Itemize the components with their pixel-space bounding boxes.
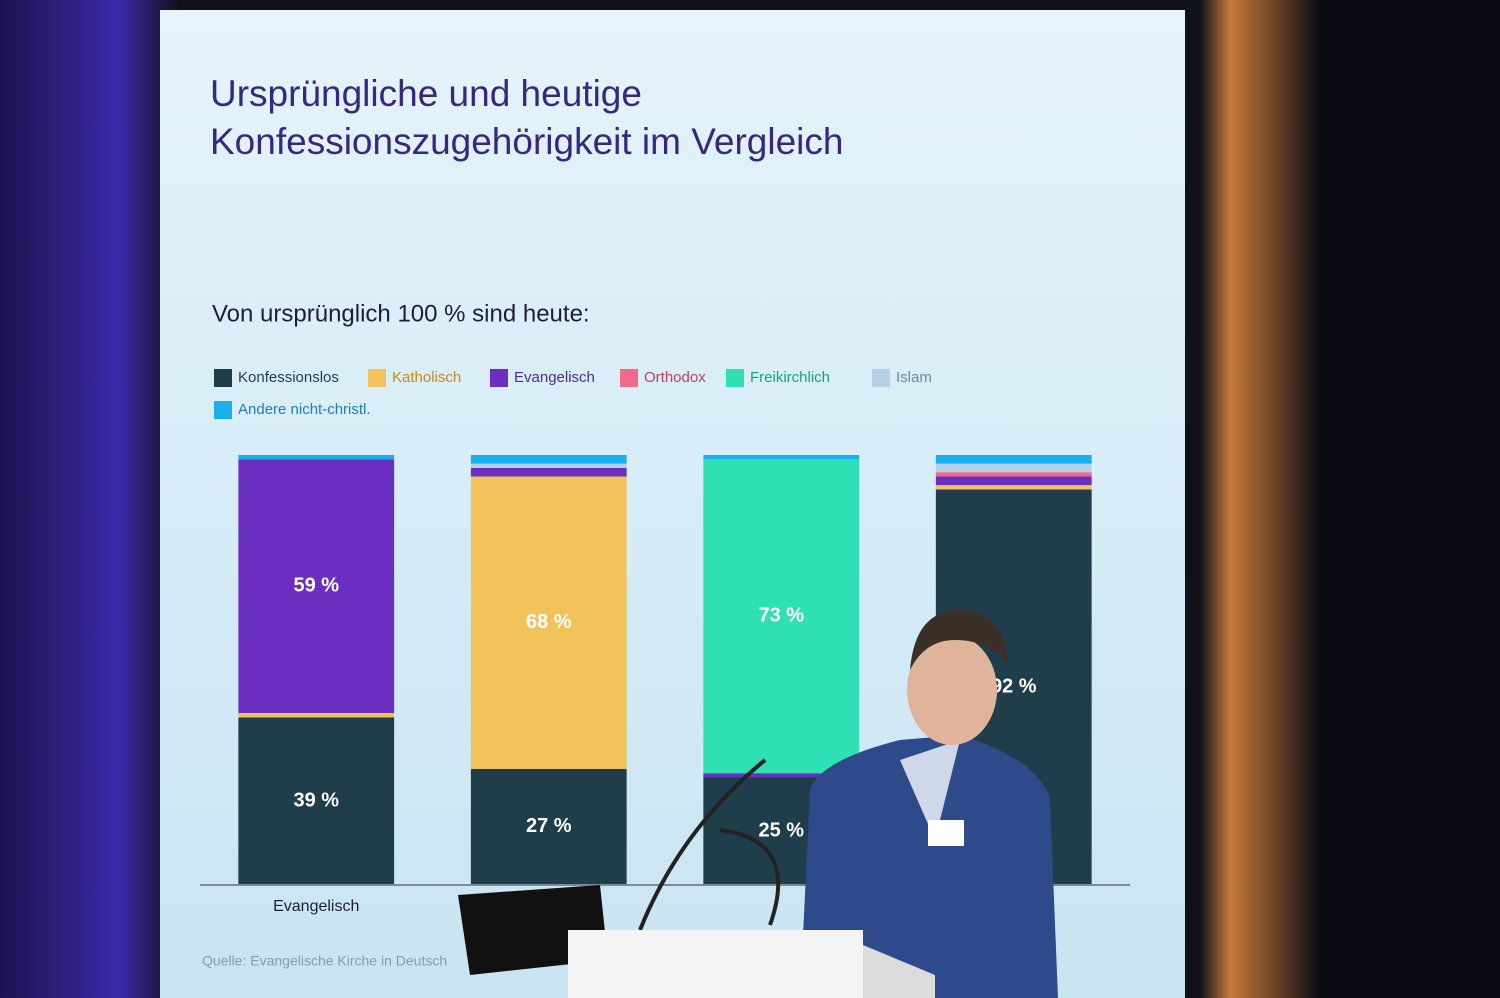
- value-label: 68 %: [526, 611, 572, 633]
- legend-label: Orthodox: [644, 369, 706, 386]
- legend-swatch: [620, 369, 638, 387]
- speaker-face: [907, 635, 997, 745]
- name-badge: [928, 820, 964, 846]
- value-label: 25 %: [758, 820, 804, 842]
- podium: [568, 930, 863, 998]
- chart-subtitle: Von ursprünglich 100 % sind heute:: [212, 300, 590, 327]
- slide-title: Ursprüngliche und heutige Konfessionszug…: [210, 73, 844, 162]
- bar-segment: [238, 455, 395, 460]
- bar-segment: [703, 773, 860, 778]
- bar-segment: [470, 476, 627, 769]
- speaker-hair: [910, 610, 1008, 670]
- legend-swatch: [368, 369, 386, 387]
- legend-swatch: [214, 369, 232, 387]
- bar-segment: [470, 467, 627, 477]
- bar-segment: [935, 463, 1092, 473]
- value-label: 59 %: [293, 574, 339, 596]
- legend-swatch: [872, 369, 890, 387]
- speaker-shirt: [900, 740, 960, 840]
- x-tick-label: Evangelisch: [273, 898, 359, 915]
- legend-label: Konfessionslos: [238, 369, 339, 386]
- bar-segment: [238, 717, 395, 885]
- legend-label: Freikirchlich: [750, 369, 830, 386]
- bar-segment: [935, 455, 1092, 464]
- chart: Von ursprünglich 100 % sind heute: Quell…: [200, 300, 1130, 969]
- microphone: [638, 758, 767, 931]
- bar-segment: [470, 768, 627, 885]
- legend-label: Islam: [896, 369, 932, 386]
- legend-swatch: [490, 369, 508, 387]
- speaker-suit: [800, 735, 1058, 998]
- legend-label: Katholisch: [392, 369, 461, 386]
- podium-side: [863, 945, 935, 998]
- bar-segment: [935, 472, 1092, 477]
- bar-segment: [935, 476, 1092, 486]
- value-label: 92 %: [991, 675, 1037, 697]
- legend-label: Andere nicht-christl.: [238, 401, 371, 418]
- bar-segment: [470, 455, 627, 464]
- bar-segment: [238, 713, 395, 718]
- value-label: 73 %: [758, 605, 804, 627]
- bar-segment: [470, 463, 627, 468]
- value-label: 27 %: [526, 815, 572, 837]
- value-label: 39 %: [293, 789, 339, 811]
- bar-segment: [703, 455, 860, 460]
- bar-segment: [935, 485, 1092, 490]
- bar-segment: [703, 459, 860, 774]
- legend-label: Evangelisch: [514, 369, 595, 386]
- legend-swatch: [726, 369, 744, 387]
- source: Quelle: Evangelische Kirche in Deutsch: [202, 953, 447, 969]
- bar-segment: [238, 459, 395, 713]
- legend-swatch: [214, 401, 232, 419]
- microphone: [719, 828, 781, 926]
